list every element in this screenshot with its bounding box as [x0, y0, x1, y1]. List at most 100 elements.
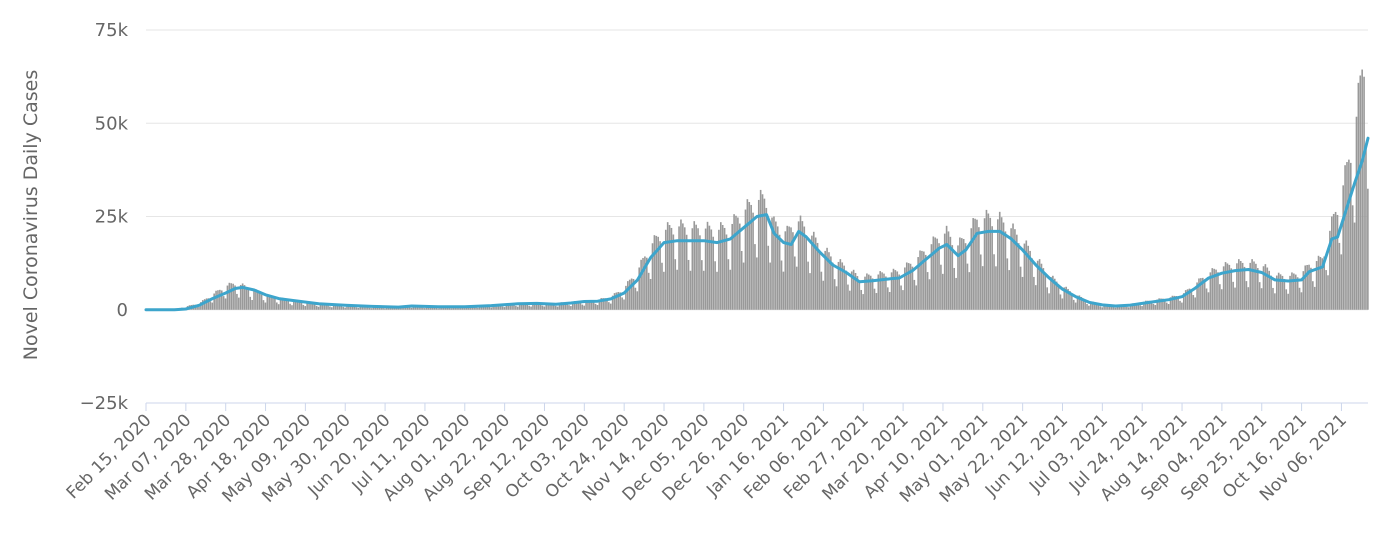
daily-case-bar [949, 236, 952, 310]
daily-case-bar [583, 305, 585, 310]
daily-case-bar [272, 297, 274, 310]
daily-case-bar [277, 304, 280, 310]
daily-case-bar [759, 189, 762, 310]
daily-case-bar [1321, 258, 1324, 310]
daily-case-bar [945, 225, 948, 310]
daily-case-bar [535, 302, 538, 310]
daily-case-bar [879, 271, 882, 310]
daily-case-bar [740, 251, 743, 310]
daily-case-bar [325, 304, 327, 310]
daily-case-bar [247, 289, 250, 310]
daily-case-bar [1141, 306, 1143, 310]
daily-case-bar [909, 263, 912, 310]
daily-case-bar [1201, 277, 1204, 310]
daily-case-bar [947, 231, 950, 310]
daily-case-bar [1330, 216, 1333, 310]
daily-case-bar [592, 301, 595, 310]
daily-case-bar [268, 294, 271, 310]
daily-case-bar [869, 275, 872, 310]
daily-case-bar [750, 204, 752, 310]
daily-case-bar [856, 276, 859, 310]
daily-case-bar [1103, 304, 1105, 310]
daily-case-bar [308, 301, 310, 310]
daily-case-bar [835, 286, 838, 310]
daily-case-bar [346, 305, 348, 310]
daily-case-bar [479, 305, 481, 310]
daily-case-bar [693, 221, 696, 310]
daily-case-bar [368, 307, 371, 310]
daily-case-bar [448, 307, 451, 310]
daily-case-bar [304, 306, 307, 310]
daily-case-bar [609, 303, 612, 310]
daily-case-bar [1120, 304, 1122, 310]
daily-case-bar [983, 218, 986, 310]
daily-case-bar [1236, 263, 1238, 310]
daily-case-bar [1000, 217, 1003, 310]
daily-case-bar [1266, 267, 1269, 310]
daily-case-bar [841, 262, 844, 310]
daily-case-bar [348, 304, 350, 310]
daily-case-bar [1359, 75, 1362, 310]
daily-case-bar [300, 302, 303, 310]
daily-case-bar [894, 270, 897, 310]
daily-case-bar [513, 304, 515, 310]
daily-case-bar [241, 283, 244, 310]
daily-case-bar [866, 273, 868, 310]
daily-case-bar [1346, 162, 1348, 310]
daily-case-bar [828, 252, 830, 310]
daily-case-bar [911, 266, 914, 310]
daily-case-bar [435, 307, 437, 310]
daily-case-bar [1338, 242, 1341, 310]
daily-case-bar [1002, 222, 1005, 310]
daily-case-bar [1021, 276, 1024, 310]
daily-case-bar [342, 306, 345, 310]
daily-case-bar [228, 282, 231, 310]
daily-case-bar [1135, 303, 1138, 310]
daily-case-bar [991, 226, 993, 310]
daily-case-bar [1310, 267, 1312, 310]
daily-case-bar [1262, 266, 1265, 310]
daily-case-bar [719, 222, 722, 310]
daily-case-bar [811, 235, 813, 310]
daily-case-bar [822, 280, 825, 310]
daily-case-bar [756, 257, 758, 310]
daily-case-bar [275, 302, 278, 310]
daily-case-bar [516, 306, 519, 310]
daily-case-bar [959, 237, 961, 310]
daily-case-bar [1167, 304, 1170, 310]
daily-case-bar [1312, 281, 1314, 310]
daily-case-bar [797, 221, 800, 310]
daily-case-bar [319, 303, 322, 310]
daily-case-bar [1277, 272, 1280, 310]
daily-case-bar [213, 293, 215, 310]
daily-case-bar [1219, 284, 1221, 310]
daily-case-bar [987, 213, 990, 310]
daily-case-bar [367, 306, 369, 310]
daily-case-bar [951, 245, 954, 310]
daily-case-bar [473, 306, 475, 310]
daily-case-bar [776, 226, 779, 310]
daily-case-bar [921, 250, 923, 310]
daily-case-bar [520, 302, 523, 310]
daily-case-bar [964, 243, 967, 310]
daily-case-bar [340, 305, 343, 310]
daily-case-bar [296, 300, 299, 310]
daily-case-bar [801, 221, 804, 310]
daily-case-bar [907, 263, 910, 310]
daily-case-bar [579, 302, 582, 310]
daily-case-bar [824, 250, 826, 310]
daily-case-bar [589, 300, 591, 310]
daily-case-bar [799, 215, 802, 310]
daily-case-bar [659, 241, 661, 310]
daily-case-bar [701, 260, 703, 310]
daily-case-bar [1101, 307, 1104, 310]
daily-case-bar [723, 227, 726, 310]
daily-case-bar [1139, 305, 1141, 310]
daily-case-bar [1239, 261, 1242, 310]
daily-case-bar [775, 221, 777, 310]
daily-case-bar [205, 298, 208, 310]
daily-case-bar [501, 306, 504, 310]
daily-case-bar [1137, 303, 1140, 310]
daily-case-bar [298, 301, 301, 310]
